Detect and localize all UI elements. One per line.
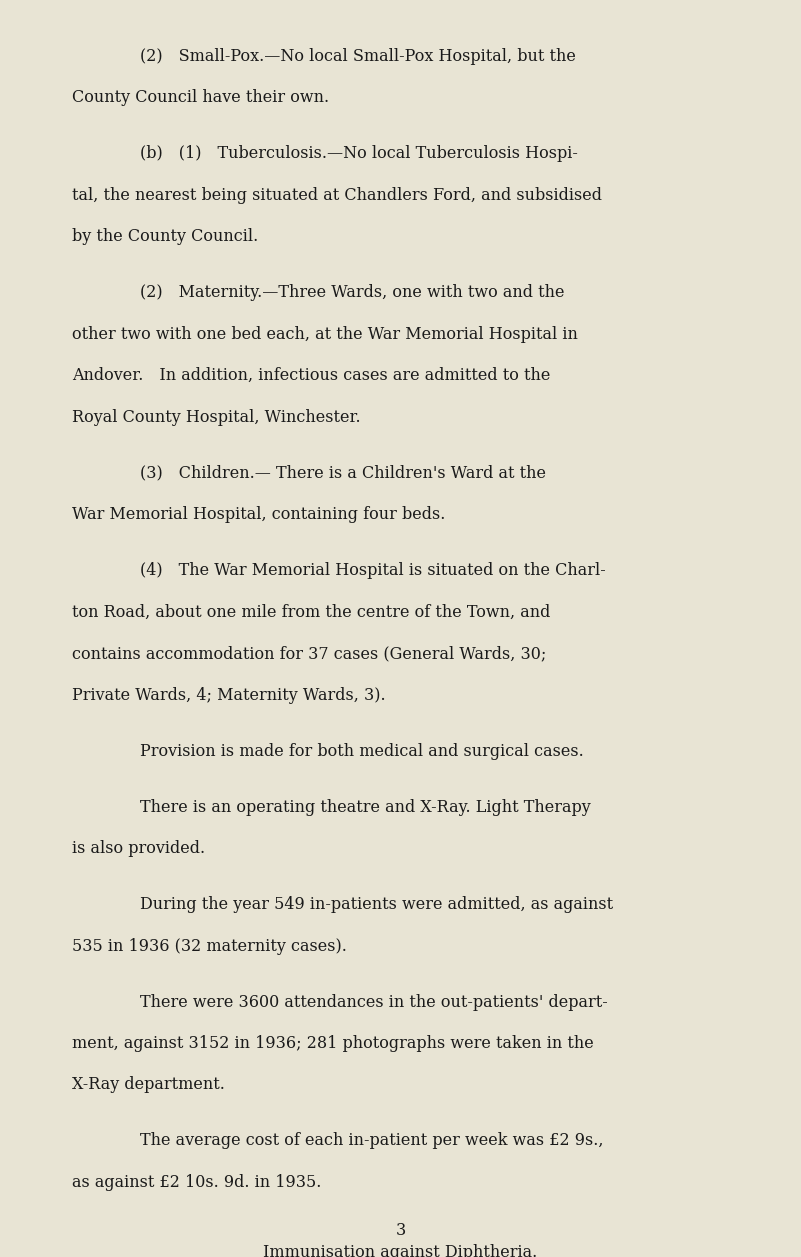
Text: During the year 549 in-patients were admitted, as against: During the year 549 in-patients were adm… [140, 896, 614, 913]
Text: The average cost of each in-patient per week was £2 9s.,: The average cost of each in-patient per … [140, 1133, 604, 1149]
Text: (2) Maternity.—Three Wards, one with two and the: (2) Maternity.—Three Wards, one with two… [140, 284, 565, 302]
Text: (4) The War Memorial Hospital is situated on the Charl-: (4) The War Memorial Hospital is situate… [140, 562, 606, 579]
Text: (b) (1) Tuberculosis.—No local Tuberculosis Hospi-: (b) (1) Tuberculosis.—No local Tuberculo… [140, 146, 578, 162]
Text: by the County Council.: by the County Council. [72, 229, 259, 245]
Text: 3: 3 [396, 1222, 405, 1239]
Text: Andover. In addition, infectious cases are admitted to the: Andover. In addition, infectious cases a… [72, 367, 550, 385]
Text: Private Wards, 4; Maternity Wards, 3).: Private Wards, 4; Maternity Wards, 3). [72, 686, 386, 704]
Text: 535 in 1936 (32 maternity cases).: 535 in 1936 (32 maternity cases). [72, 938, 347, 954]
Text: There were 3600 attendances in the out-patients' depart-: There were 3600 attendances in the out-p… [140, 993, 608, 1011]
Text: County Council have their own.: County Council have their own. [72, 89, 329, 107]
Text: is also provided.: is also provided. [72, 840, 205, 857]
Text: Provision is made for both medical and surgical cases.: Provision is made for both medical and s… [140, 743, 584, 759]
Text: ment, against 3152 in 1936; 281 photographs were taken in the: ment, against 3152 in 1936; 281 photogra… [72, 1035, 594, 1052]
Text: contains accommodation for 37 cases (General Wards, 30;: contains accommodation for 37 cases (Gen… [72, 645, 546, 662]
Text: Royal County Hospital, Winchester.: Royal County Hospital, Winchester. [72, 409, 360, 426]
Text: War Memorial Hospital, containing four beds.: War Memorial Hospital, containing four b… [72, 507, 445, 523]
Text: There is an operating theatre and X-Ray. Light Therapy: There is an operating theatre and X-Ray.… [140, 798, 591, 816]
Text: ton Road, about one mile from the centre of the Town, and: ton Road, about one mile from the centre… [72, 603, 550, 621]
Text: other two with one bed each, at the War Memorial Hospital in: other two with one bed each, at the War … [72, 326, 578, 343]
Text: (3) Children.— There is a Children's Ward at the: (3) Children.— There is a Children's War… [140, 465, 546, 481]
Text: tal, the nearest being situated at Chandlers Ford, and subsidised: tal, the nearest being situated at Chand… [72, 187, 602, 204]
Text: Immunisation against Diphtheria.: Immunisation against Diphtheria. [264, 1244, 537, 1257]
Text: (2) Small-Pox.—No local Small-Pox Hospital, but the: (2) Small-Pox.—No local Small-Pox Hospit… [140, 48, 576, 65]
Text: X-Ray department.: X-Ray department. [72, 1076, 225, 1094]
Text: as against £2 10s. 9d. in 1935.: as against £2 10s. 9d. in 1935. [72, 1174, 321, 1190]
